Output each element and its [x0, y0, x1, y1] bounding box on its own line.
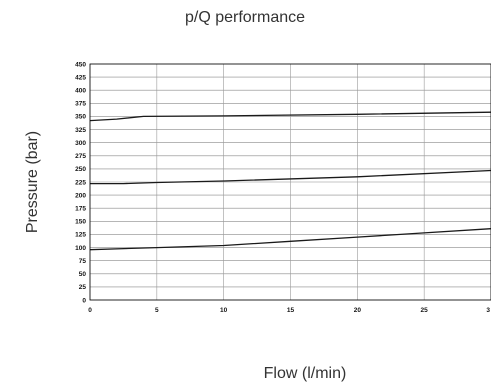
y-tick-label: 50 [79, 271, 87, 278]
chart-title: p/Q performance [185, 9, 305, 26]
y-tick-label: 375 [75, 101, 86, 108]
y-tick-label: 325 [75, 127, 86, 134]
series-group [89, 111, 491, 251]
series-line-1 [89, 111, 491, 122]
x-tick-label: 0 [88, 307, 92, 314]
x-axis-label: Flow (l/min) [264, 365, 347, 382]
y-tick-label: 300 [75, 140, 86, 147]
grid [89, 63, 491, 301]
plot-frame [89, 63, 491, 301]
y-tick-label: 75 [79, 258, 87, 265]
y-tick-label: 25 [79, 284, 87, 291]
x-tick-label: 20 [354, 307, 362, 314]
y-tick-label: 125 [75, 232, 86, 239]
y-axis-ticks: 4504254003753503253002752502252001751501… [75, 61, 86, 304]
y-tick-label: 425 [75, 74, 86, 81]
y-tick-label: 0 [82, 297, 86, 304]
y-axis-label: Pressure (bar) [24, 131, 41, 233]
x-tick-label: 15 [287, 307, 295, 314]
y-tick-label: 450 [75, 61, 86, 68]
y-tick-label: 100 [75, 245, 86, 252]
x-tick-label: 3 [486, 307, 490, 314]
x-tick-label: 10 [220, 307, 228, 314]
y-tick-label: 275 [75, 153, 86, 160]
y-tick-label: 400 [75, 88, 86, 95]
y-tick-label: 175 [75, 206, 86, 213]
x-axis-ticks: 0 5 10 15 20 25 3 [88, 307, 490, 314]
y-tick-label: 350 [75, 114, 86, 121]
x-tick-label: 5 [155, 307, 159, 314]
y-tick-label: 150 [75, 219, 86, 226]
series-line-3 [89, 228, 491, 251]
x-tick-label: 25 [421, 307, 429, 314]
y-tick-label: 200 [75, 192, 86, 199]
y-tick-label: 225 [75, 179, 86, 186]
y-tick-label: 250 [75, 166, 86, 173]
series-line-2 [90, 169, 491, 185]
